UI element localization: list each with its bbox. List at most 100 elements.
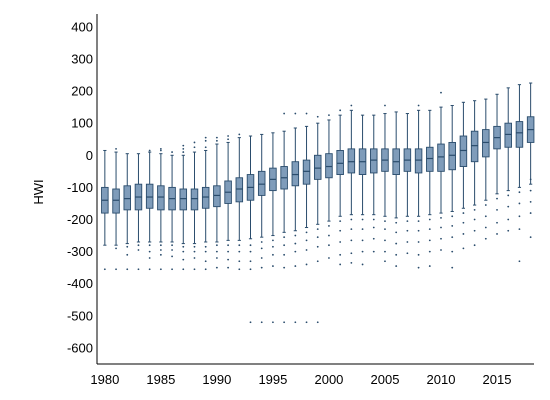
- outlier-point: [126, 253, 129, 256]
- outlier-point: [294, 234, 297, 237]
- outlier-point: [148, 244, 151, 247]
- outlier-point: [115, 247, 117, 250]
- outlier-point: [316, 245, 319, 248]
- outlier-point: [249, 260, 252, 263]
- box-2004: [370, 114, 378, 216]
- boxes: [101, 82, 535, 246]
- x-tick-label: 1990: [202, 372, 231, 387]
- outlier-point: [272, 245, 274, 248]
- outlier-point: [238, 250, 241, 253]
- outlier-point: [473, 208, 476, 211]
- box-2014: [482, 98, 490, 201]
- outlier-point: [171, 268, 173, 271]
- outlier-point: [238, 133, 241, 136]
- box-1992: [235, 137, 244, 241]
- box-iqr: [213, 185, 221, 208]
- outlier-point: [384, 250, 386, 253]
- outlier-point: [103, 268, 106, 271]
- x-tick-label: 2005: [371, 372, 400, 387]
- outlier-point: [350, 239, 353, 242]
- box-1986: [168, 154, 176, 243]
- y-tick-label: -100: [67, 180, 93, 195]
- outlier-point: [518, 191, 521, 194]
- outlier-point: [529, 178, 532, 181]
- outlier-point: [484, 237, 487, 240]
- outlier-point: [507, 229, 510, 232]
- outlier-point: [283, 112, 286, 115]
- y-tick-label: -300: [67, 244, 93, 259]
- box-2013: [470, 100, 479, 206]
- outlier-point: [529, 212, 532, 214]
- box-iqr: [201, 186, 210, 209]
- outlier-point: [215, 136, 218, 139]
- box-2016: [504, 87, 512, 192]
- outlier-point: [294, 321, 297, 324]
- box-1985: [157, 153, 165, 243]
- y-tick-label: 0: [86, 148, 93, 163]
- outlier-point: [372, 237, 375, 240]
- outlier-point: [260, 241, 263, 243]
- outlier-point: [328, 244, 330, 247]
- outlier-point: [462, 212, 465, 214]
- outlier-point: [182, 268, 185, 271]
- outlier-point: [283, 266, 286, 269]
- outlier-point: [249, 244, 252, 247]
- y-tick-label: -200: [67, 212, 93, 227]
- outlier-point: [272, 253, 274, 256]
- outlier-point: [395, 265, 398, 267]
- outlier-point: [182, 147, 185, 150]
- outlier-point: [238, 268, 241, 271]
- outlier-point: [215, 244, 218, 247]
- box-iqr: [336, 150, 344, 176]
- outlier-point: [215, 250, 218, 253]
- outlier-point: [182, 144, 185, 147]
- outlier-point: [462, 221, 465, 224]
- box-1989: [201, 149, 210, 243]
- outlier-point: [417, 229, 420, 232]
- outlier-point: [372, 218, 375, 221]
- y-tick-label: 300: [71, 51, 93, 66]
- outlier-point: [339, 229, 342, 232]
- box-1991: [224, 141, 232, 241]
- box-2018: [526, 82, 535, 185]
- outlier-point: [204, 268, 207, 271]
- outlier-point: [417, 104, 420, 107]
- outlier-point: [227, 250, 230, 253]
- outlier-point: [328, 225, 330, 227]
- box-iqr: [370, 148, 378, 174]
- box-2010: [437, 106, 445, 214]
- outlier-point: [182, 258, 185, 261]
- box-1997: [291, 127, 300, 232]
- outlier-point: [451, 236, 454, 239]
- x-tick-label: 2010: [427, 372, 456, 387]
- outlier-point: [406, 229, 409, 232]
- outlier-point: [484, 204, 487, 206]
- outlier-point: [451, 250, 454, 253]
- outlier-point: [395, 231, 398, 234]
- outlier-point: [339, 220, 342, 223]
- outlier-point: [372, 226, 375, 229]
- box-iqr: [257, 170, 266, 196]
- box-iqr: [179, 188, 188, 211]
- outlier-point: [496, 197, 498, 200]
- box-2000: [325, 119, 333, 222]
- box-iqr: [325, 153, 333, 179]
- outlier-point: [395, 253, 398, 256]
- outlier-point: [484, 215, 487, 218]
- outlier-point: [518, 260, 521, 263]
- outlier-point: [204, 136, 207, 139]
- outlier-point: [417, 220, 420, 223]
- outlier-point: [350, 218, 353, 221]
- outlier-point: [305, 239, 308, 242]
- outlier-point: [361, 250, 364, 253]
- outlier-point: [406, 220, 409, 223]
- outlier-point: [529, 200, 532, 203]
- outlier-point: [529, 236, 532, 239]
- outlier-point: [372, 250, 375, 253]
- outlier-point: [260, 321, 263, 324]
- outlier-point: [283, 253, 286, 256]
- outlier-point: [440, 249, 442, 251]
- box-1988: [190, 151, 199, 245]
- outlier-point: [227, 138, 230, 141]
- box-1994: [257, 133, 266, 238]
